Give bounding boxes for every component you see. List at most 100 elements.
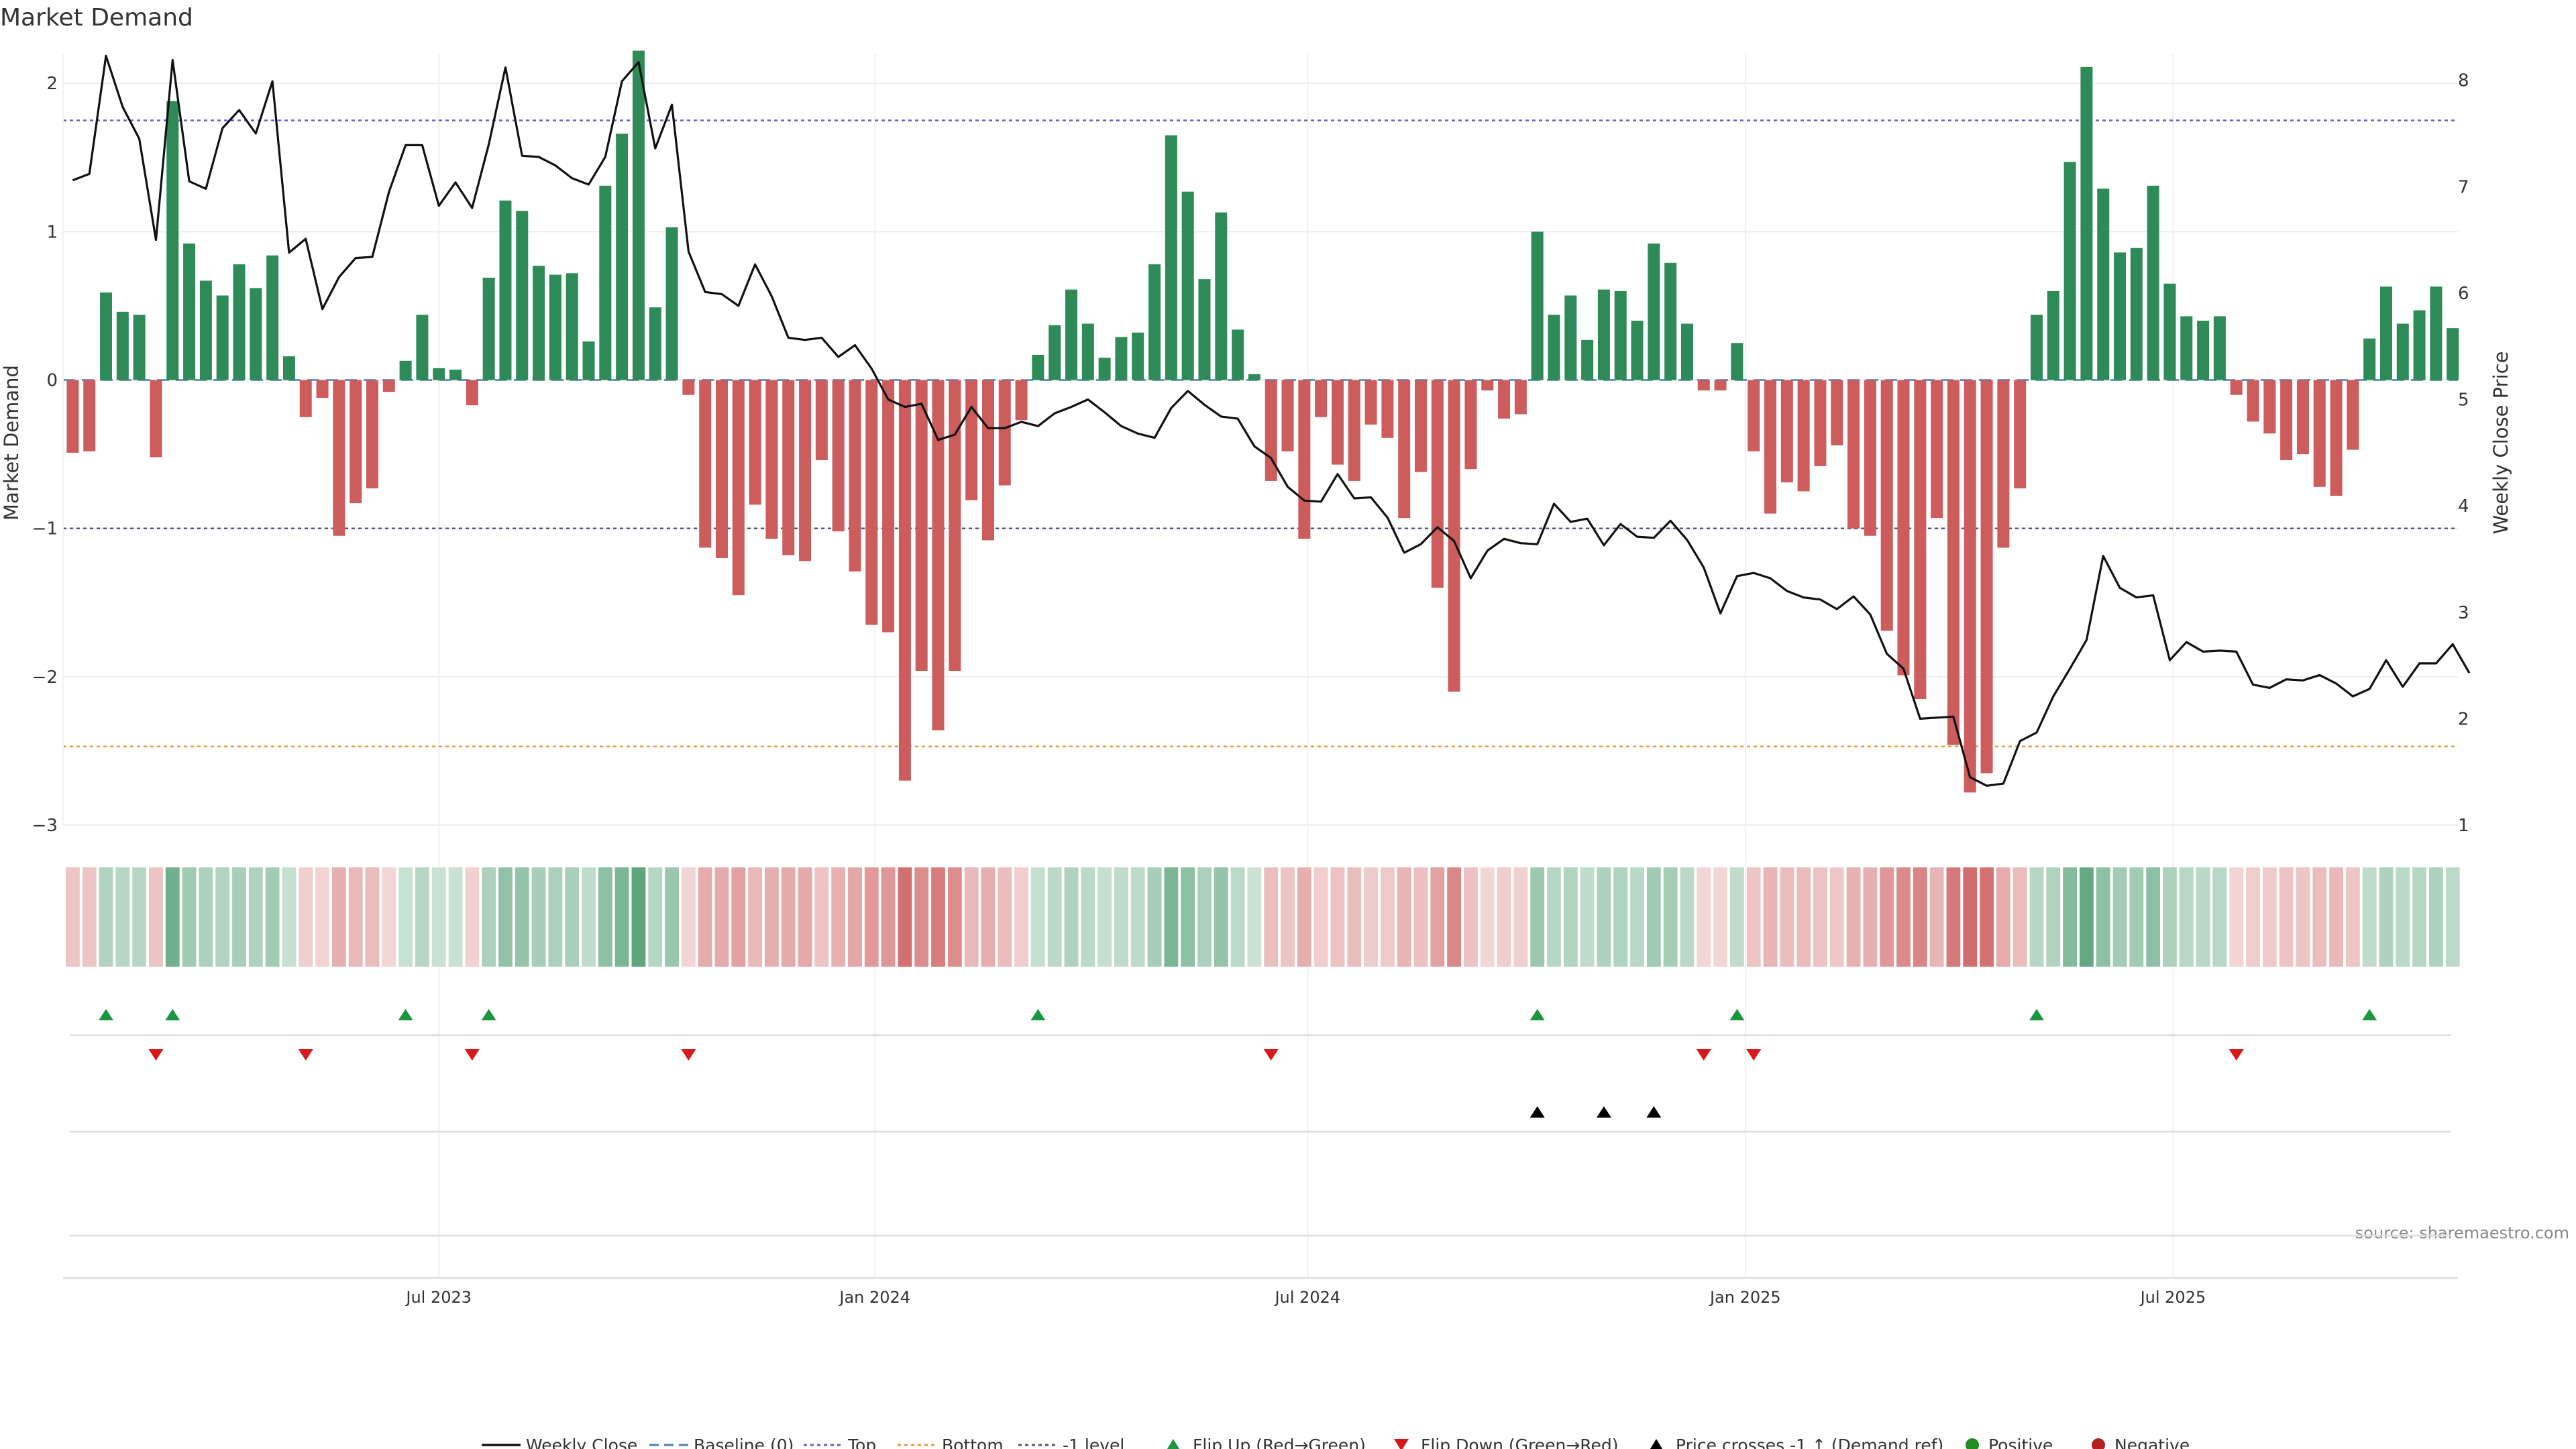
demand-bar-negative: [882, 380, 895, 633]
x-tick-label: Jan 2024: [838, 1288, 910, 1307]
flip-up-marker: [99, 1009, 114, 1020]
demand-bar-positive: [1181, 191, 1194, 380]
demand-bar-positive: [2130, 248, 2143, 380]
demand-bar-negative: [849, 380, 861, 572]
demand-bar-negative: [1980, 380, 1993, 773]
heat-strip-cell: [2379, 867, 2394, 967]
demand-bar-positive: [449, 370, 462, 380]
demand-bar-negative: [915, 380, 928, 671]
heat-strip-cell: [115, 867, 130, 967]
heat-strip-cell: [365, 867, 380, 967]
heat-strip-cell: [1563, 867, 1578, 967]
heat-strip-cell: [1397, 867, 1411, 967]
heat-strip-cell: [898, 867, 912, 967]
heat-strip-cell: [2296, 867, 2310, 967]
demand-bar-positive: [1564, 295, 1577, 380]
y-tick-label-left: −1: [32, 519, 58, 539]
y-tick-label-left: 0: [46, 371, 58, 391]
heat-strip-cell: [2096, 867, 2110, 967]
heat-strip-cell: [665, 867, 679, 967]
heat-strip-cell: [2029, 867, 2044, 967]
signal-markers-panel: [70, 1009, 2451, 1237]
heat-strip-cell: [2196, 867, 2210, 967]
heat-strip-cell: [2329, 867, 2343, 967]
demand-bar-negative: [2230, 380, 2243, 395]
demand-bar-positive: [2363, 338, 2376, 380]
heat-strip-cell: [1880, 867, 1894, 967]
demand-bar-negative: [1364, 380, 1377, 425]
heat-strip-cell: [1447, 867, 1462, 967]
demand-bar-positive: [399, 360, 412, 380]
heat-strip-cell: [1380, 867, 1395, 967]
heat-strip-cell: [1730, 867, 1744, 967]
heat-strip-cell: [431, 867, 446, 967]
heat-strip-cell: [415, 867, 429, 967]
heat-strip-cell: [82, 867, 97, 967]
heat-strip-cell: [1064, 867, 1079, 967]
demand-bar-negative: [1748, 380, 1760, 451]
demand-bar-positive: [665, 227, 678, 380]
demand-bar-negative: [350, 380, 362, 504]
heat-strip-cell: [2163, 867, 2177, 967]
demand-bar-positive: [266, 255, 279, 380]
x-axis: Jul 2023 Jan 2024 Jul 2024 Jan 2025 Jul 2025: [63, 1277, 2458, 1307]
heat-strip-cell: [282, 867, 297, 967]
price-line-layer: [72, 54, 2471, 787]
demand-bar-positive: [1065, 289, 1078, 380]
demand-bar-negative: [83, 380, 96, 451]
heat-strip-cell: [248, 867, 263, 967]
heat-strip-cell: [1929, 867, 1944, 967]
price-cross-marker: [1596, 1106, 1611, 1118]
legend-label: Flip Down (Green→Red): [1421, 1436, 1619, 1449]
demand-bar-positive: [199, 280, 212, 380]
demand-bar-negative: [732, 380, 745, 596]
demand-bar-negative: [949, 380, 961, 671]
y-tick-label-right: 4: [2458, 496, 2469, 517]
y-tick-label-left: −2: [32, 667, 58, 688]
chart-title: Market Demand: [0, 4, 193, 32]
demand-bar-positive: [499, 200, 512, 380]
heat-strip-cell: [1896, 867, 1911, 967]
flip-up-marker: [481, 1009, 496, 1020]
heat-strip-cell: [382, 867, 396, 967]
demand-bar-positive: [1597, 289, 1610, 380]
x-tick-label: Jan 2025: [1709, 1288, 1781, 1307]
demand-bar-negative: [1514, 380, 1527, 415]
heat-strip-cell: [864, 867, 879, 967]
demand-bar-negative: [1964, 380, 1976, 793]
y-axis-label-right: Weekly Close Price: [2489, 352, 2512, 535]
heat-strip-cell: [1630, 867, 1644, 967]
legend-swatch-circle: [1966, 1438, 1979, 1449]
heat-strip-cell: [2080, 867, 2094, 967]
demand-bar-negative: [765, 380, 778, 539]
heat-strip-cell: [1313, 867, 1328, 967]
demand-bar-negative: [1331, 380, 1344, 465]
flip-down-marker: [1696, 1049, 1711, 1061]
demand-bar-positive: [1680, 323, 1693, 380]
heat-strip-cell: [398, 867, 413, 967]
demand-bars: [66, 50, 2459, 793]
demand-bar-positive: [1115, 337, 1128, 380]
demand-bar-negative: [1847, 380, 1860, 529]
demand-bar-positive: [1198, 279, 1211, 380]
heat-strip-cell: [2229, 867, 2244, 967]
demand-bar-positive: [533, 266, 545, 380]
heat-strip-cell: [781, 867, 796, 967]
heat-strip-cell: [598, 867, 612, 967]
demand-bar-positive: [1614, 290, 1627, 380]
heat-strip-cell: [1281, 867, 1295, 967]
demand-bar-positive: [632, 50, 645, 380]
heat-strip-cell: [731, 867, 746, 967]
demand-bar-positive: [2063, 162, 2076, 380]
demand-bar-positive: [2163, 283, 2176, 380]
demand-bar-positive: [216, 295, 229, 380]
legend-swatch-triangle-down: [1394, 1439, 1409, 1449]
legend-label: Negative: [2114, 1436, 2190, 1449]
heat-strip-cell: [548, 867, 563, 967]
demand-bar-positive: [649, 307, 661, 380]
heat-strip-cell: [1330, 867, 1345, 967]
heat-strip-cell: [1130, 867, 1145, 967]
demand-bar-positive: [2447, 328, 2459, 380]
weekly-close-line: [72, 54, 2471, 787]
heat-strip-cell: [1513, 867, 1528, 967]
